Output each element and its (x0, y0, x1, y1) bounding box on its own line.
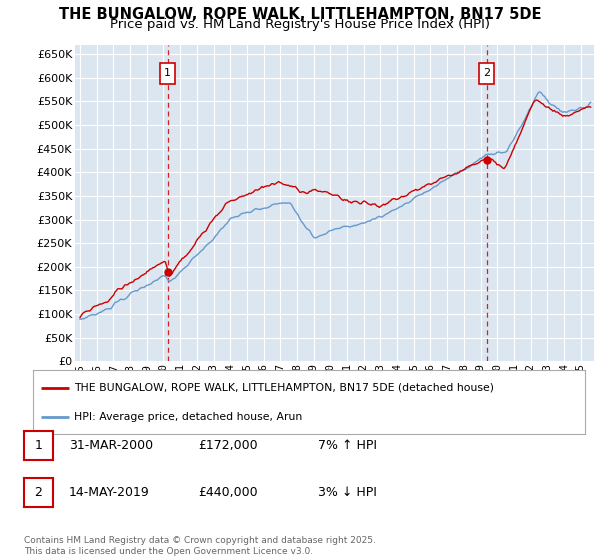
Text: 31-MAR-2000: 31-MAR-2000 (69, 438, 153, 452)
Text: £172,000: £172,000 (198, 438, 257, 452)
Text: 14-MAY-2019: 14-MAY-2019 (69, 486, 150, 500)
Text: Contains HM Land Registry data © Crown copyright and database right 2025.
This d: Contains HM Land Registry data © Crown c… (24, 536, 376, 556)
Text: £440,000: £440,000 (198, 486, 257, 500)
FancyBboxPatch shape (479, 63, 494, 83)
Text: 3% ↓ HPI: 3% ↓ HPI (318, 486, 377, 500)
FancyBboxPatch shape (160, 63, 175, 83)
Text: 7% ↑ HPI: 7% ↑ HPI (318, 438, 377, 452)
Text: 1: 1 (34, 438, 43, 452)
Text: 2: 2 (34, 486, 43, 500)
Text: Price paid vs. HM Land Registry's House Price Index (HPI): Price paid vs. HM Land Registry's House … (110, 18, 490, 31)
Text: HPI: Average price, detached house, Arun: HPI: Average price, detached house, Arun (74, 412, 302, 422)
Text: 1: 1 (164, 68, 171, 78)
Text: 2: 2 (483, 68, 490, 78)
Text: THE BUNGALOW, ROPE WALK, LITTLEHAMPTON, BN17 5DE (detached house): THE BUNGALOW, ROPE WALK, LITTLEHAMPTON, … (74, 382, 494, 393)
Text: THE BUNGALOW, ROPE WALK, LITTLEHAMPTON, BN17 5DE: THE BUNGALOW, ROPE WALK, LITTLEHAMPTON, … (59, 7, 541, 22)
